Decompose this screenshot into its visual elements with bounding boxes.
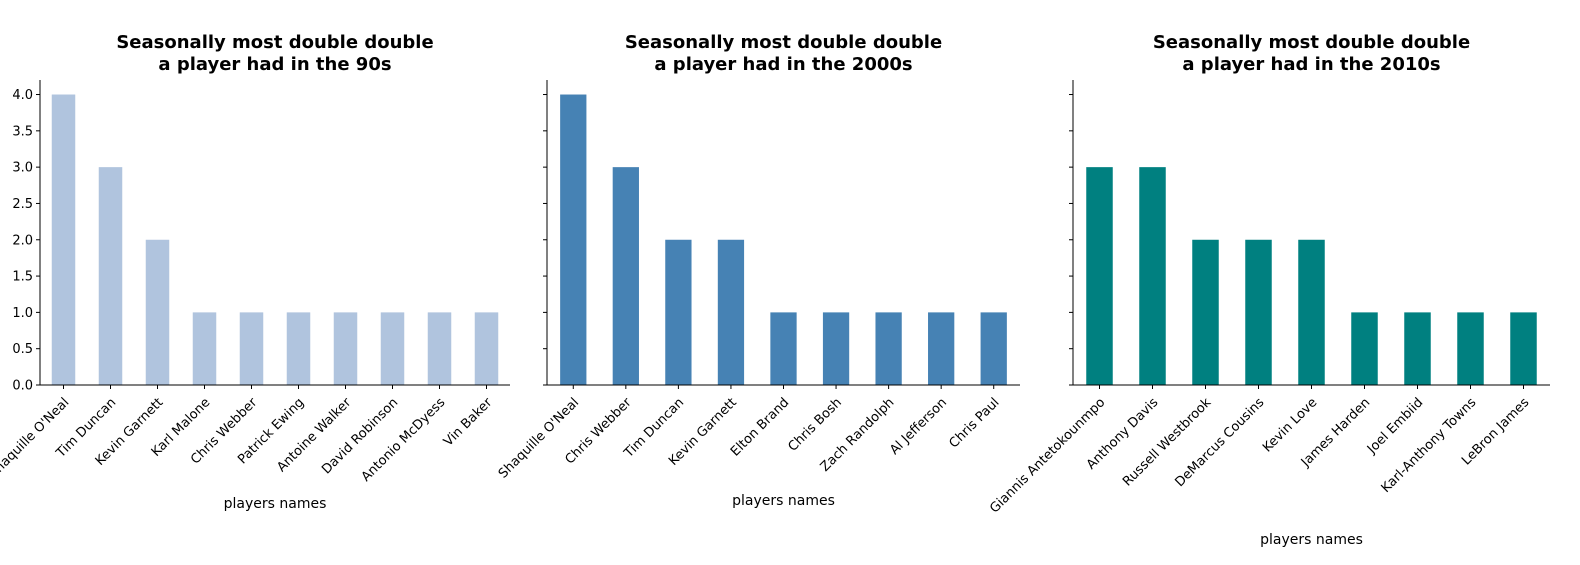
x-tick-label: Vin Baker bbox=[441, 395, 496, 450]
bar-3 bbox=[1192, 239, 1219, 385]
bar-7 bbox=[1404, 312, 1431, 385]
bar-5 bbox=[239, 312, 264, 385]
x-tick-label: Russell Westbrook bbox=[1120, 395, 1215, 490]
chart-title-line-2: a player had in the 90s bbox=[158, 54, 391, 75]
bar-3 bbox=[145, 239, 170, 385]
chart-title-line-1: Seasonally most double double bbox=[1153, 32, 1470, 53]
y-tick-label: 3.5 bbox=[12, 124, 33, 139]
x-tick-label: Shaquille O'Neal bbox=[0, 395, 72, 481]
x-axis-label: players names bbox=[732, 493, 835, 509]
bar-2 bbox=[1139, 167, 1166, 385]
bar-3 bbox=[665, 239, 692, 385]
y-tick-label: 1.0 bbox=[12, 306, 33, 321]
x-tick-label: DeMarcus Cousins bbox=[1172, 395, 1267, 490]
bar-2 bbox=[612, 167, 639, 385]
y-tick-label: 0.0 bbox=[12, 379, 33, 394]
bar-7 bbox=[875, 312, 902, 385]
bar-9 bbox=[427, 312, 452, 385]
bar-5 bbox=[1298, 239, 1325, 385]
x-axis-label: players names bbox=[1260, 532, 1363, 548]
bar-6 bbox=[822, 312, 850, 385]
x-tick-label: Al Jefferson bbox=[887, 395, 950, 458]
x-tick-label: Chris Paul bbox=[947, 395, 1003, 451]
bar-4 bbox=[717, 239, 745, 385]
y-tick-label: 0.5 bbox=[12, 342, 33, 357]
bar-9 bbox=[980, 312, 1007, 385]
x-tick-label: Karl-Anthony Towns bbox=[1379, 395, 1480, 496]
x-tick-label: Antonio McDyess bbox=[359, 395, 449, 485]
y-tick-label: 3.0 bbox=[12, 161, 33, 176]
chart-title-line-2: a player had in the 2000s bbox=[654, 54, 912, 75]
bar-7 bbox=[333, 312, 358, 385]
y-tick-label: 1.5 bbox=[12, 270, 33, 285]
bar-4 bbox=[1245, 239, 1272, 385]
x-axis-label: players names bbox=[224, 496, 327, 512]
chart-title-line-1: Seasonally most double double bbox=[116, 32, 433, 53]
y-tick-label: 2.0 bbox=[12, 233, 33, 248]
chart-title-line-2: a player had in the 2010s bbox=[1182, 54, 1440, 75]
y-tick-label: 4.0 bbox=[12, 88, 33, 103]
bar-1 bbox=[560, 94, 587, 386]
y-tick-label: 2.5 bbox=[12, 197, 33, 212]
bar-6 bbox=[1351, 312, 1378, 385]
chart-title-line-1: Seasonally most double double bbox=[625, 32, 942, 53]
bar-9 bbox=[1510, 312, 1537, 385]
x-tick-label: Shaquille O'Neal bbox=[496, 395, 582, 481]
bar-2 bbox=[98, 167, 123, 385]
bar-8 bbox=[1457, 312, 1484, 385]
bar-6 bbox=[286, 312, 311, 385]
bar-5 bbox=[770, 312, 797, 385]
bar-4 bbox=[192, 312, 217, 385]
bar-10 bbox=[474, 312, 499, 385]
bar-1 bbox=[51, 94, 76, 386]
bar-1 bbox=[1086, 167, 1113, 385]
bar-8 bbox=[380, 312, 405, 385]
bar-8 bbox=[928, 312, 955, 385]
